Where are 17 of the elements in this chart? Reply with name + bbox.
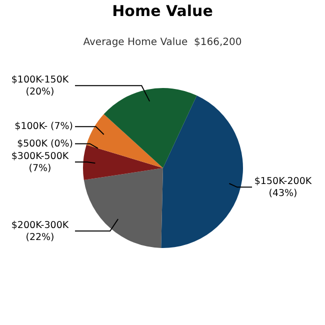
chart-subtitle: Average Home Value $166,200 (83, 37, 242, 48)
legend-label: $500K (0%) (17, 138, 73, 150)
data-label: (7%) (28, 162, 52, 174)
slice-label: $150K-200K (254, 176, 312, 187)
slice-label: $300K-500K (11, 150, 70, 162)
pie-slice (84, 168, 163, 248)
data-label: (20%) (26, 86, 54, 98)
data-label: (22%) (26, 232, 54, 243)
slice-label: $100K-150K (11, 74, 70, 86)
pie-slice (161, 95, 243, 248)
chart-title: Home Value (112, 2, 213, 20)
slice-label: $100K- (7%) (14, 121, 73, 132)
data-label: (43%) (268, 188, 298, 199)
pie-slice (83, 144, 163, 180)
pie-slice (86, 114, 163, 168)
pie-slice (104, 88, 197, 168)
slice-label: $200K-300K (11, 220, 70, 231)
